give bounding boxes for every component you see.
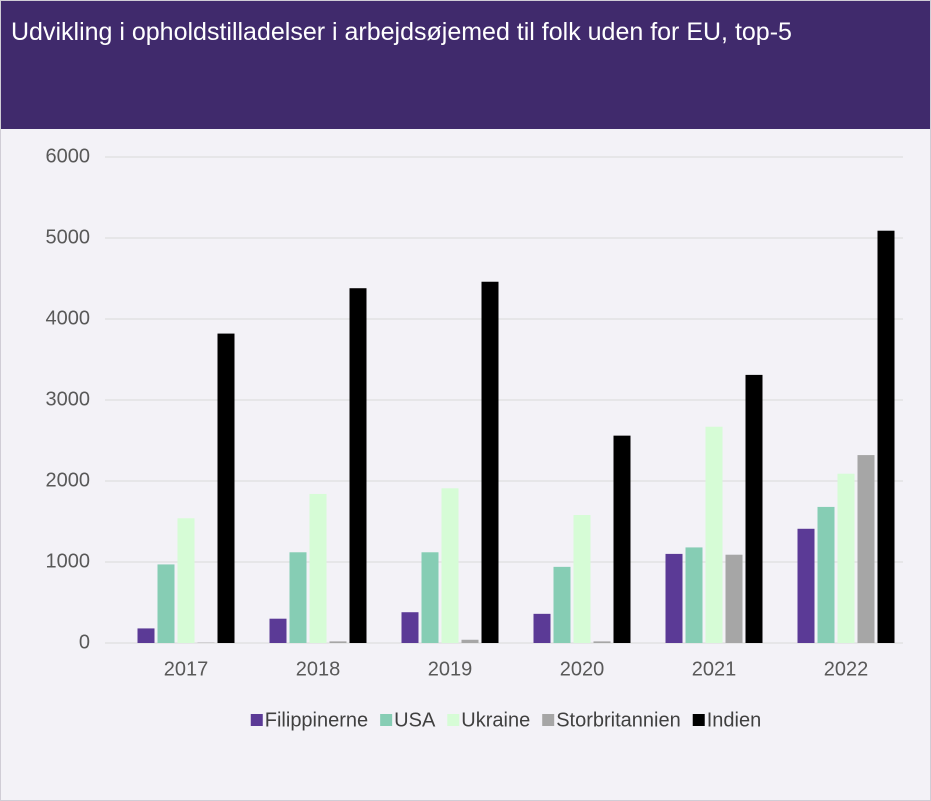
bar [745, 374, 763, 643]
legend-swatch [447, 714, 460, 726]
legend-swatch [250, 714, 263, 726]
bar [533, 613, 551, 643]
bar [613, 435, 631, 643]
bar [877, 230, 895, 643]
bar [481, 281, 499, 643]
y-tick-label: 5000 [46, 226, 91, 248]
bar [857, 455, 875, 643]
legend-swatch [542, 714, 555, 726]
chart-title: Udvikling i opholdstilladelser i arbejds… [11, 18, 792, 46]
x-tick-label: 2017 [164, 658, 209, 680]
legend-label: Ukraine [461, 709, 530, 731]
x-tick-label: 2019 [428, 658, 473, 680]
bar [817, 506, 835, 643]
x-tick-label: 2020 [560, 658, 605, 680]
bar [177, 518, 195, 643]
bar [269, 618, 287, 643]
bar [705, 426, 723, 643]
bar [289, 552, 307, 643]
x-tick-label: 2018 [296, 658, 341, 680]
bar [157, 564, 175, 643]
bar [461, 639, 479, 643]
bar [329, 641, 347, 643]
bar [685, 547, 703, 643]
x-tick-label: 2022 [824, 658, 869, 680]
legend-swatch [380, 714, 393, 726]
y-tick-label: 4000 [46, 307, 91, 329]
bar [837, 473, 855, 643]
bar [553, 566, 571, 643]
bar [725, 554, 743, 643]
bar [797, 528, 815, 643]
bar [441, 488, 459, 643]
bar [217, 333, 235, 643]
y-tick-label: 0 [79, 631, 90, 653]
bar [593, 641, 611, 643]
x-tick-label: 2021 [692, 658, 737, 680]
legend: Filippinerne USA Ukraine Storbritannien Indi… [250, 709, 762, 731]
y-tick-label: 1000 [46, 550, 91, 572]
bar [573, 515, 591, 643]
bar [309, 493, 327, 643]
bar [421, 552, 439, 643]
bar [401, 612, 419, 643]
y-tick-label: 2000 [46, 469, 91, 491]
legend-label: Filippinerne [265, 709, 368, 731]
legend-label: Indien [707, 709, 762, 731]
legend-label: Storbritannien [556, 709, 681, 731]
y-tick-label: 6000 [46, 145, 91, 167]
y-tick-label: 3000 [46, 388, 91, 410]
bar [665, 553, 683, 643]
legend-label: USA [394, 709, 436, 731]
bar [349, 288, 367, 643]
legend-swatch [692, 714, 705, 726]
bar [137, 628, 155, 643]
header: Udvikling i opholdstilladelser i arbejds… [1, 1, 930, 129]
